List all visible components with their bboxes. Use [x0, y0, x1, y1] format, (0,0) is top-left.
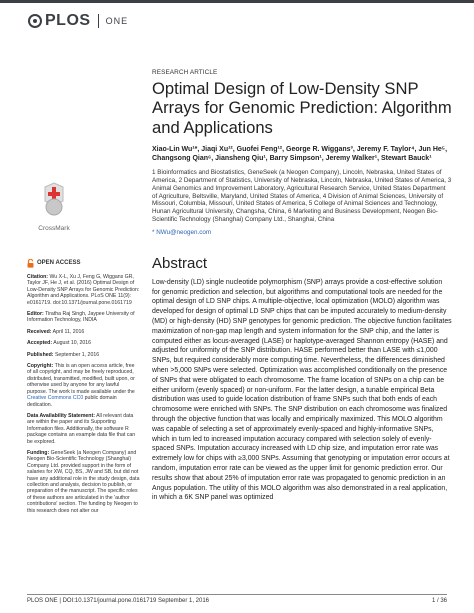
journal-logo[interactable]: PLOS ONE — [28, 12, 128, 30]
editor-block: Editor: Tiratha Raj Singh, Jaypee Univer… — [27, 311, 140, 324]
data-availability-label: Data Availability Statement: — [27, 412, 95, 419]
editor-label: Editor: — [27, 311, 44, 318]
received-label: Received: — [27, 328, 52, 335]
license-link[interactable]: Creative Commons CC0 — [27, 395, 84, 402]
article-title: Optimal Design of Low-Density SNP Arrays… — [152, 79, 452, 137]
page-number: 1 / 36 — [431, 598, 447, 604]
abstract-text: Low-density (LD) single nucleotide polym… — [152, 278, 452, 502]
citation-text: Wu X-L, Xu J, Feng G, Wiggans GR, Taylor… — [27, 274, 140, 306]
copyright-text: This is an open access article, free of … — [27, 363, 135, 395]
footer-rule — [27, 594, 447, 595]
published-date: September 1, 2016 — [54, 351, 100, 358]
crossmark-badge[interactable]: CrossMark — [27, 181, 81, 232]
data-availability-block: Data Availability Statement: All relevan… — [27, 413, 140, 445]
page-footer: PLOS ONE | DOI:10.1371/journal.pone.0161… — [27, 598, 447, 604]
editor-text: Tiratha Raj Singh, Jaypee University of … — [27, 311, 135, 324]
abstract-heading: Abstract — [152, 254, 208, 272]
top-rule — [0, 0, 474, 3]
author-list: Xiao-Lin Wu¹*, Jiaqi Xu¹², Guofei Feng¹²… — [152, 146, 448, 163]
funding-text: GeneSeek (a Neogen Company) and Neogen B… — [27, 449, 140, 514]
corresponding-email-link[interactable]: * NWu@neogen.com — [152, 228, 212, 236]
received-block: Received: April 11, 2016 — [27, 329, 140, 335]
funding-label: Funding: — [27, 449, 50, 456]
plos-logo-icon — [28, 14, 42, 28]
open-access-label: OPEN ACCESS — [37, 260, 81, 267]
article-main: RESEARCH ARTICLE Optimal Design of Low-D… — [152, 69, 452, 503]
copyright-block: Copyright: This is an open access articl… — [27, 363, 140, 408]
affiliations: 1 Bioinformatics and Biostatistics, Gene… — [152, 169, 452, 223]
data-availability-text: All relevant data are within the paper a… — [27, 412, 136, 445]
open-access-badge: OPEN ACCESS — [27, 259, 140, 268]
lock-open-icon — [27, 259, 34, 268]
accepted-label: Accepted: — [27, 340, 53, 347]
citation-label: Citation: — [27, 274, 49, 280]
footer-citation: PLOS ONE | DOI:10.1371/journal.pone.0161… — [27, 598, 210, 604]
copyright-label: Copyright: — [27, 363, 54, 370]
journal-sub: ONE — [105, 16, 129, 26]
article-type-label: RESEARCH ARTICLE — [152, 69, 218, 76]
journal-brand: PLOS — [45, 12, 91, 29]
article-sidebar: OPEN ACCESS Citation: Wu X-L, Xu J, Feng… — [27, 259, 140, 519]
logo-divider — [97, 14, 99, 28]
copyright-text-end: public domain dedication. — [27, 395, 117, 408]
crossmark-label: CrossMark — [38, 225, 70, 232]
citation-block: Citation: Wu X-L, Xu J, Feng G, Wiggans … — [27, 274, 140, 306]
accepted-date: August 10, 2016 — [53, 340, 92, 347]
crossmark-icon — [44, 182, 64, 216]
funding-block: Funding: GeneSeek (a Neogen Company) and… — [27, 450, 140, 514]
published-block: Published: September 1, 2016 — [27, 352, 140, 358]
received-date: April 11, 2016 — [52, 328, 85, 335]
published-label: Published: — [27, 351, 54, 358]
accepted-block: Accepted: August 10, 2016 — [27, 340, 140, 346]
